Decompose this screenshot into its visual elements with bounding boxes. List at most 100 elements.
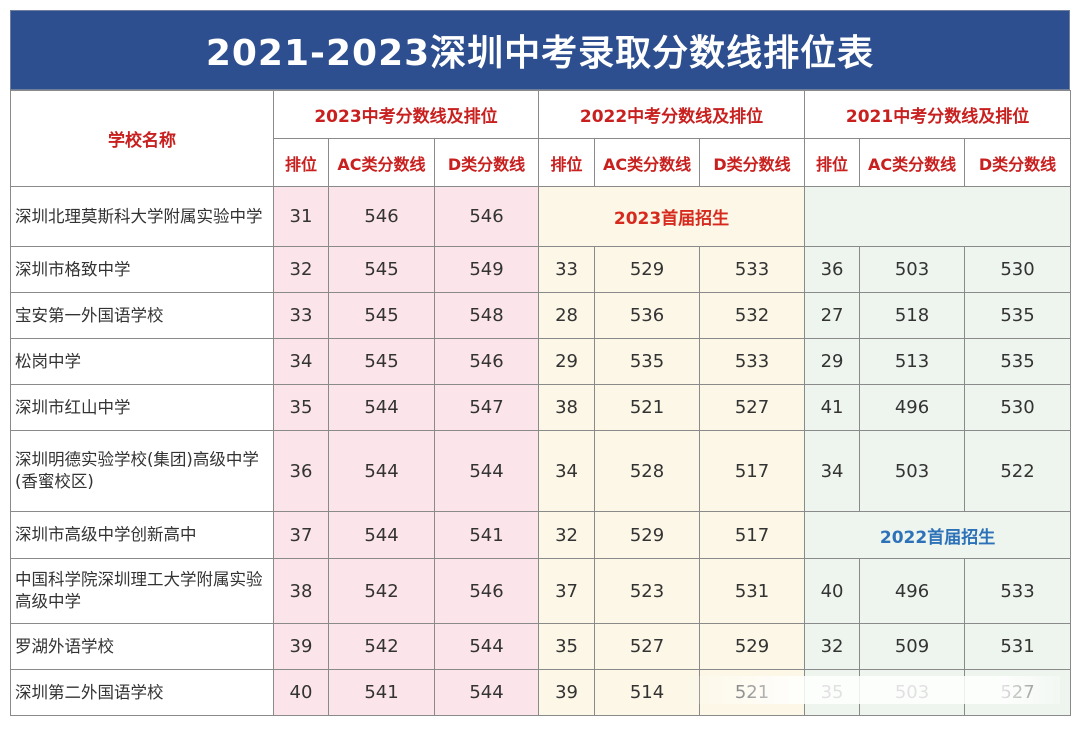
- rank-2021: 41: [804, 384, 861, 431]
- d-2021: 535: [964, 338, 1072, 385]
- ac-2023: 542: [328, 623, 435, 670]
- ac-2021: 503: [859, 246, 966, 293]
- rank-2021: 32: [804, 623, 861, 670]
- rank-2023: 36: [273, 430, 329, 512]
- d-2023: 544: [433, 623, 540, 670]
- page-title: 2021-2023深圳中考录取分数线排位表: [10, 10, 1070, 90]
- ac-2021: 513: [859, 338, 966, 385]
- ac-2023: 544: [328, 430, 435, 512]
- ac-2023: 546: [328, 186, 435, 247]
- table-row: 深圳北理莫斯科大学附属实验中学 31 546 546 2023首届招生: [10, 186, 1072, 247]
- d-2023: 541: [433, 511, 540, 559]
- ac-2021: 496: [859, 558, 966, 624]
- ac-2021: 509: [859, 623, 966, 670]
- school-name: 中国科学院深圳理工大学附属实验高级中学: [10, 558, 274, 624]
- ac-2023: 544: [328, 511, 435, 559]
- d-2022: 533: [699, 246, 806, 293]
- rank-2023: 31: [273, 186, 329, 247]
- rank-2022: 39: [538, 669, 596, 716]
- ac-2022: 514: [594, 669, 701, 716]
- rank-2021: 40: [804, 558, 861, 624]
- rank-2023: 40: [273, 669, 329, 716]
- rank-2023: 34: [273, 338, 329, 385]
- rank-2021: 36: [804, 246, 861, 293]
- school-name: 深圳第二外国语学校: [10, 669, 274, 716]
- d-2023: 544: [433, 430, 540, 512]
- rank-2021: 34: [804, 430, 861, 512]
- school-name: 深圳市红山中学: [10, 384, 274, 431]
- ac-2023: 542: [328, 558, 435, 624]
- header-2021-d: D类分数线: [964, 138, 1072, 187]
- header-2023: 2023中考分数线及排位: [272, 90, 540, 139]
- table-row: 深圳市高级中学创新高中 37 544 541 32 529 517 2022首届…: [10, 511, 1072, 559]
- header-row-columns: 排位 AC类分数线 D类分数线 排位 AC类分数线 D类分数线 排位 AC类分数…: [11, 138, 1072, 187]
- rank-2023: 38: [273, 558, 329, 624]
- rank-2022: 33: [538, 246, 596, 293]
- d-2023: 546: [433, 558, 540, 624]
- ac-2022: 535: [594, 338, 701, 385]
- header-row-years: 学校名称 2023中考分数线及排位 2022中考分数线及排位 2021中考分数线…: [10, 90, 1072, 187]
- d-2022: 529: [699, 623, 806, 670]
- table-row: 深圳第二外国语学校 40 541 544 39 514 521 35 503 5…: [10, 669, 1072, 716]
- table-row: 深圳明德实验学校(集团)高级中学(香蜜校区) 36 544 544 34 528…: [10, 430, 1072, 512]
- d-2023: 549: [433, 246, 540, 293]
- ac-2022: 528: [594, 430, 701, 512]
- ac-2023: 545: [328, 246, 435, 293]
- rank-2022: 38: [538, 384, 596, 431]
- table-row: 罗湖外语学校 39 542 544 35 527 529 32 509 531: [10, 623, 1072, 670]
- school-name: 宝安第一外国语学校: [10, 292, 274, 339]
- d-2021: 530: [964, 246, 1072, 293]
- school-name: 罗湖外语学校: [10, 623, 274, 670]
- ac-2022: 523: [594, 558, 701, 624]
- d-2021: 522: [964, 430, 1072, 512]
- header-2021: 2021中考分数线及排位: [804, 90, 1072, 139]
- ac-2023: 541: [328, 669, 435, 716]
- rank-2023: 32: [273, 246, 329, 293]
- header-2022-ac: AC类分数线: [594, 138, 701, 187]
- d-2021: 530: [964, 384, 1072, 431]
- score-table-container: 2021-2023深圳中考录取分数线排位表 学校名称 2023中考分数线及排位 …: [10, 10, 1072, 716]
- ac-2022: 536: [594, 292, 701, 339]
- rank-2021: 35: [804, 669, 861, 716]
- empty-2021: [804, 186, 1072, 247]
- rank-2023: 39: [273, 623, 329, 670]
- school-name: 深圳市高级中学创新高中: [10, 511, 274, 559]
- d-2023: 546: [433, 186, 540, 247]
- rank-2022: 37: [538, 558, 596, 624]
- rank-2022: 35: [538, 623, 596, 670]
- ac-2023: 545: [328, 338, 435, 385]
- rank-2022: 28: [538, 292, 596, 339]
- school-name: 深圳明德实验学校(集团)高级中学(香蜜校区): [10, 430, 274, 512]
- d-2021: 527: [964, 669, 1072, 716]
- d-2022: 521: [699, 669, 806, 716]
- header-2022-rank: 排位: [538, 138, 596, 187]
- d-2022: 517: [699, 511, 806, 559]
- header-school: 学校名称: [10, 90, 274, 187]
- ac-2022: 529: [594, 511, 701, 559]
- d-2022: 517: [699, 430, 806, 512]
- school-name: 深圳北理莫斯科大学附属实验中学: [10, 186, 274, 247]
- d-2021: 533: [964, 558, 1072, 624]
- school-name: 深圳市格致中学: [10, 246, 274, 293]
- table-row: 中国科学院深圳理工大学附属实验高级中学 38 542 546 37 523 53…: [10, 558, 1072, 624]
- header-2023-d: D类分数线: [433, 138, 540, 187]
- school-name: 松岗中学: [10, 338, 274, 385]
- note-text: 2022首届招生: [879, 527, 996, 548]
- rank-2023: 33: [273, 292, 329, 339]
- rank-2022: 32: [538, 511, 596, 559]
- header-2022: 2022中考分数线及排位: [538, 90, 806, 139]
- note-2022-first-enrollment: 2022首届招生: [804, 511, 1072, 559]
- rank-2021: 27: [804, 292, 861, 339]
- ac-2021: 503: [859, 669, 966, 716]
- table-row: 松岗中学 34 545 546 29 535 533 29 513 535: [10, 338, 1072, 385]
- header-2022-d: D类分数线: [699, 138, 806, 187]
- ac-2021: 496: [859, 384, 966, 431]
- ac-2022: 521: [594, 384, 701, 431]
- d-2023: 544: [433, 669, 540, 716]
- ac-2021: 518: [859, 292, 966, 339]
- rank-2022: 34: [538, 430, 596, 512]
- note-text: 2023首届招生: [613, 209, 730, 229]
- d-2022: 531: [699, 558, 806, 624]
- ac-2022: 529: [594, 246, 701, 293]
- d-2023: 547: [433, 384, 540, 431]
